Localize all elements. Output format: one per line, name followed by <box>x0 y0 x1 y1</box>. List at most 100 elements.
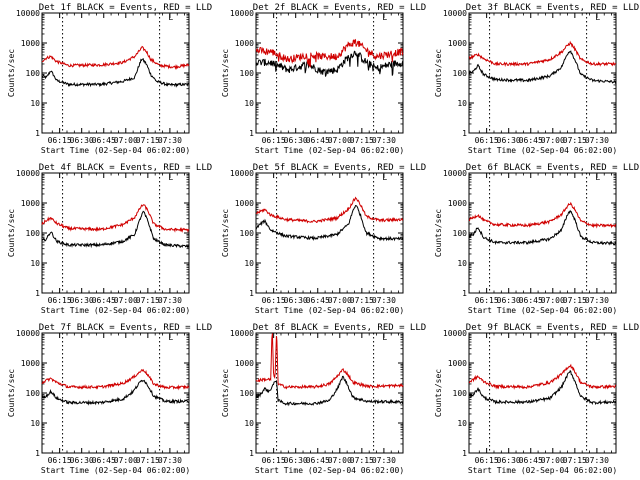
lld-series-line <box>255 196 404 224</box>
events-series-line <box>468 369 617 406</box>
panel-2: Det 2f BLACK = Events, RED = LLD 1 10 100 10… <box>221 3 426 155</box>
y-tick-label: 1000 <box>235 39 254 48</box>
y-tick-label: 10 <box>30 99 40 108</box>
x-tick-label: 07:15 <box>350 296 374 305</box>
y-tick-label: 10000 <box>16 329 40 338</box>
lld-series-line <box>255 38 404 68</box>
y-tick-label: 100 <box>453 229 468 238</box>
y-tick-label: 1 <box>35 129 40 138</box>
x-tick-label: 06:30 <box>70 296 94 305</box>
x-tick-label: 07:15 <box>350 136 374 145</box>
y-tick-label: 100 <box>26 229 41 238</box>
y-tick-label: 10 <box>30 259 40 268</box>
events-series-line <box>255 50 404 77</box>
plot-frame <box>41 332 190 454</box>
panel-title: Det 7f BLACK = Events, RED = LLD <box>39 323 212 333</box>
x-tick-label: 06:30 <box>497 136 521 145</box>
y-tick-label: 1000 <box>235 199 254 208</box>
x-tick-label: 06:15 <box>48 456 72 465</box>
x-tick-label: 06:45 <box>92 296 116 305</box>
panel-1: Det 1f BLACK = Events, RED = LLD 1 10 100 10… <box>7 3 212 155</box>
y-tick-label: 1 <box>249 289 254 298</box>
x-tick-label: 06:45 <box>92 136 116 145</box>
plot-frame <box>255 332 404 454</box>
lld-marker: L <box>168 13 173 22</box>
events-series-line <box>41 379 190 406</box>
panel-3: Det 3f BLACK = Events, RED = LLD 1 10 100 10… <box>434 3 639 155</box>
lld-marker: L <box>382 173 387 182</box>
y-tick-label: 100 <box>240 69 255 78</box>
y-axis-label: Counts/sec <box>434 49 443 97</box>
lld-series-line <box>468 201 617 229</box>
x-tick-label: 07:15 <box>136 296 160 305</box>
lld-marker: L <box>595 333 600 342</box>
panel-title: Det 5f BLACK = Events, RED = LLD <box>253 163 426 173</box>
y-tick-label: 100 <box>453 69 468 78</box>
x-tick-label: 07:30 <box>158 136 182 145</box>
plot-frame <box>468 332 617 454</box>
plot-frame <box>468 12 617 134</box>
y-tick-label: 10000 <box>230 9 254 18</box>
panel-6: Det 6f BLACK = Events, RED = LLD 1 10 100 10… <box>434 163 639 315</box>
x-tick-label: 06:30 <box>284 296 308 305</box>
lld-marker: L <box>382 333 387 342</box>
x-tick-label: 07:00 <box>328 296 352 305</box>
x-tick-label: 07:15 <box>563 296 587 305</box>
x-tick-label: 07:00 <box>541 456 565 465</box>
x-tick-label: 07:30 <box>158 296 182 305</box>
plot-frame <box>255 12 404 134</box>
y-tick-label: 10 <box>457 99 467 108</box>
x-tick-label: 07:30 <box>585 136 609 145</box>
y-tick-label: 1000 <box>21 39 40 48</box>
panel-title: Det 1f BLACK = Events, RED = LLD <box>39 3 212 13</box>
events-series-line <box>255 375 404 407</box>
x-tick-label: 07:30 <box>585 296 609 305</box>
lld-series-line <box>469 363 617 390</box>
lld-marker: L <box>168 333 173 342</box>
y-tick-label: 100 <box>240 229 255 238</box>
x-tick-label: 07:00 <box>114 456 138 465</box>
x-tick-label: 06:45 <box>92 456 116 465</box>
x-tick-label: 06:15 <box>262 456 286 465</box>
x-tick-label: 06:45 <box>519 136 543 145</box>
x-tick-label: 07:15 <box>563 456 587 465</box>
x-tick-label: 06:15 <box>262 296 286 305</box>
x-tick-label: 07:00 <box>541 136 565 145</box>
x-axis-label: Start Time (02-Sep-04 06:02:00) <box>255 306 404 315</box>
x-tick-label: 06:45 <box>306 456 330 465</box>
y-tick-label: 1000 <box>21 199 40 208</box>
panel-7: Det 7f BLACK = Events, RED = LLD 1 10 100 10… <box>7 323 212 475</box>
lld-marker: L <box>168 173 173 182</box>
lld-series-line <box>255 333 404 390</box>
panel-title: Det 6f BLACK = Events, RED = LLD <box>466 163 639 173</box>
x-tick-label: 06:30 <box>284 456 308 465</box>
y-tick-label: 10 <box>457 419 467 428</box>
y-tick-label: 1 <box>249 129 254 138</box>
events-series-line <box>255 205 404 242</box>
y-tick-label: 1 <box>249 449 254 458</box>
y-axis-label: Counts/sec <box>7 369 16 417</box>
y-tick-label: 1 <box>35 449 40 458</box>
panel-5: Det 5f BLACK = Events, RED = LLD 1 10 100 10… <box>221 163 426 315</box>
panel-title: Det 4f BLACK = Events, RED = LLD <box>39 163 212 173</box>
y-tick-label: 10000 <box>16 169 40 178</box>
y-axis-label: Counts/sec <box>221 369 230 417</box>
y-tick-label: 10000 <box>443 169 467 178</box>
panel-title: Det 2f BLACK = Events, RED = LLD <box>253 3 426 13</box>
plot-frame <box>41 12 190 134</box>
x-tick-label: 06:15 <box>48 296 72 305</box>
y-axis-label: Counts/sec <box>7 209 16 257</box>
panel-title: Det 9f BLACK = Events, RED = LLD <box>466 323 639 333</box>
y-tick-label: 10000 <box>16 9 40 18</box>
x-tick-label: 06:15 <box>475 136 499 145</box>
y-tick-label: 1000 <box>21 359 40 368</box>
x-axis-label: Start Time (02-Sep-04 06:02:00) <box>468 306 617 315</box>
y-tick-label: 10000 <box>230 169 254 178</box>
y-tick-label: 1 <box>462 289 467 298</box>
x-tick-label: 07:30 <box>372 296 396 305</box>
panel-4: Det 4f BLACK = Events, RED = LLD 1 10 100 10… <box>7 163 212 315</box>
y-axis-label: Counts/sec <box>7 49 16 97</box>
y-tick-label: 10000 <box>230 329 254 338</box>
y-tick-label: 10000 <box>443 9 467 18</box>
